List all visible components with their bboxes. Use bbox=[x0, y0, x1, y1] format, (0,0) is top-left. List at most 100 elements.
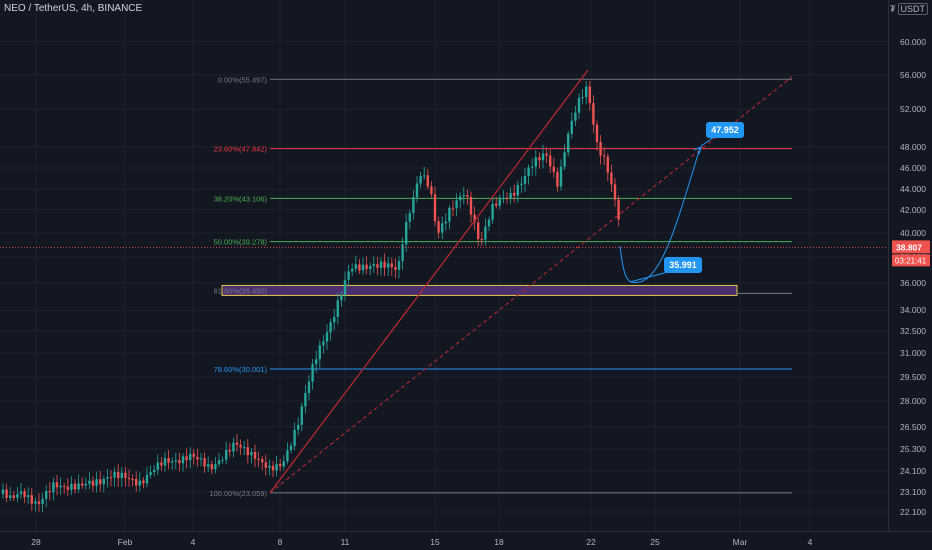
dashed-trendline[interactable] bbox=[269, 76, 793, 494]
time-tick-label: 18 bbox=[494, 537, 504, 547]
candle-body bbox=[282, 461, 285, 467]
candle-body bbox=[538, 157, 541, 161]
candle-body bbox=[293, 429, 296, 446]
candle-body bbox=[189, 453, 192, 461]
price-tick-label: 32.500 bbox=[900, 326, 926, 336]
candle-body bbox=[466, 195, 469, 197]
candle-body bbox=[52, 482, 55, 493]
target-price-text: 47.952 bbox=[711, 125, 739, 135]
price-tick-label: 26.500 bbox=[900, 422, 926, 432]
currency-label[interactable]: ₮ USDT bbox=[890, 3, 928, 15]
candle-body bbox=[253, 451, 257, 459]
candle-body bbox=[343, 279, 347, 295]
candle-body bbox=[606, 156, 609, 173]
candle-body bbox=[523, 176, 527, 184]
support-callout[interactable] bbox=[664, 257, 702, 273]
candle-body bbox=[574, 112, 577, 121]
candle-body bbox=[354, 264, 357, 269]
support-zone[interactable] bbox=[221, 284, 738, 296]
time-tick-label: 15 bbox=[430, 537, 440, 547]
candle-body bbox=[304, 392, 307, 407]
time-tick-label: Feb bbox=[118, 537, 133, 547]
candle-body bbox=[167, 458, 170, 463]
candle-body bbox=[23, 491, 26, 498]
candle-body bbox=[581, 97, 584, 99]
candle-body bbox=[369, 266, 372, 270]
candle-body bbox=[261, 459, 264, 463]
currency-prefix: ₮ bbox=[890, 4, 896, 14]
candle-body bbox=[592, 103, 595, 125]
candle-body bbox=[297, 424, 300, 430]
candle-body bbox=[469, 196, 473, 215]
candle-body bbox=[9, 495, 12, 498]
candle-body bbox=[127, 478, 131, 480]
price-axis[interactable]: 60.000 56.000 52.000 48.000 46.000 44.000 42.0… bbox=[0, 37, 930, 517]
candle-body bbox=[199, 458, 203, 460]
candle-body bbox=[423, 175, 426, 177]
candle-body bbox=[412, 197, 415, 214]
candle-body bbox=[419, 176, 422, 184]
candle-body bbox=[577, 97, 581, 113]
candle-body bbox=[376, 264, 379, 268]
candle-body bbox=[235, 442, 239, 445]
fib-level-label: 78.60%(30.001) bbox=[214, 365, 268, 374]
candle-body bbox=[617, 199, 620, 220]
price-tick-label: 52.000 bbox=[900, 104, 926, 114]
candle-body bbox=[268, 465, 271, 468]
price-tick-label: 22.100 bbox=[900, 507, 926, 517]
candle-body bbox=[585, 86, 588, 98]
candle-body bbox=[5, 489, 8, 498]
time-tick-label: 11 bbox=[341, 537, 350, 547]
candle-body bbox=[264, 462, 267, 468]
candle-body bbox=[599, 142, 602, 156]
candle-body bbox=[365, 264, 368, 270]
fibonacci-retracement[interactable]: 0.00%(55.497) 23.60%(47.842) 38.20%(43.106… bbox=[209, 75, 792, 498]
candle-body bbox=[516, 185, 519, 196]
candle-body bbox=[315, 359, 318, 365]
candle-body bbox=[99, 479, 102, 485]
candle-body bbox=[318, 345, 321, 360]
price-tick-label: 31.000 bbox=[900, 348, 926, 358]
candle-body bbox=[70, 483, 73, 490]
candle-body bbox=[84, 483, 87, 486]
price-tick-label: 60.000 bbox=[900, 37, 926, 47]
candle-body bbox=[174, 460, 177, 462]
price-tick-label: 25.300 bbox=[900, 444, 926, 454]
candle-body bbox=[509, 192, 512, 199]
fib-level-label: 100.00%(23.059) bbox=[209, 489, 267, 498]
candle-body bbox=[1, 489, 5, 494]
fib-level-label: 23.60%(47.842) bbox=[214, 145, 268, 154]
candle-body bbox=[185, 456, 188, 461]
candle-body bbox=[495, 203, 498, 206]
candle-body bbox=[552, 166, 555, 172]
time-axis[interactable]: 28 Feb 4 8 11 15 18 22 25 Mar 4 bbox=[31, 537, 812, 547]
candle-body bbox=[347, 271, 350, 280]
target-callout[interactable] bbox=[706, 122, 744, 138]
trend-drawings[interactable]: 47.952 35.991 bbox=[269, 69, 793, 494]
candle-body bbox=[505, 197, 509, 199]
chart-grid bbox=[0, 0, 888, 531]
candle-body bbox=[250, 451, 253, 456]
candle-body bbox=[95, 479, 98, 486]
candle-body bbox=[549, 155, 552, 167]
candle-body bbox=[351, 268, 354, 272]
candle-body bbox=[459, 196, 462, 201]
candle-body bbox=[484, 226, 487, 240]
rising-trendline[interactable] bbox=[269, 69, 589, 494]
price-tick-label: 56.000 bbox=[900, 70, 926, 80]
candle-body bbox=[289, 445, 293, 451]
candle-body bbox=[307, 381, 311, 393]
time-tick-label: 22 bbox=[586, 537, 596, 547]
candle-body bbox=[502, 197, 505, 200]
symbol-title[interactable]: NEO / TetherUS, 4h, BINANCE bbox=[4, 3, 143, 14]
candle-body bbox=[34, 501, 37, 504]
candle-body bbox=[340, 294, 343, 301]
candle-body bbox=[397, 261, 401, 270]
candle-body bbox=[113, 471, 116, 478]
candle-body bbox=[210, 464, 213, 470]
candle-body bbox=[444, 221, 447, 224]
candle-body bbox=[88, 480, 91, 484]
candle-body bbox=[520, 183, 523, 186]
candle-body bbox=[271, 465, 275, 471]
